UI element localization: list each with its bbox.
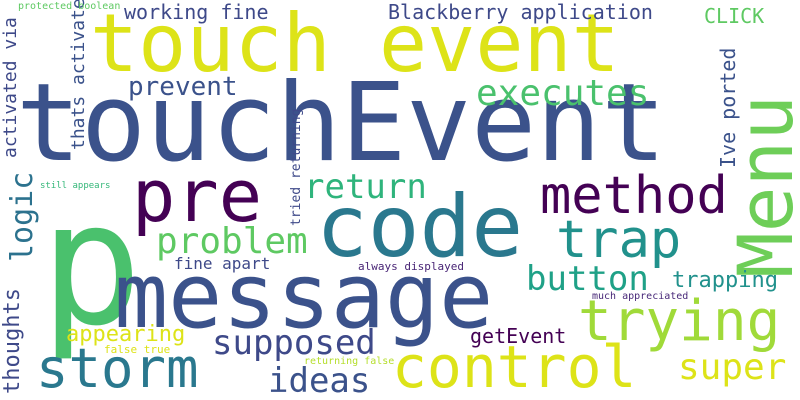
word-return: return bbox=[304, 167, 427, 207]
word-ive-ported: Ive ported bbox=[716, 47, 740, 168]
word-working-fine: working fine bbox=[124, 0, 269, 24]
word-thoughts: thoughts bbox=[0, 288, 25, 394]
word-thats-activated: thats activated bbox=[68, 0, 89, 150]
word-touchevent: touchEvent bbox=[16, 61, 667, 186]
word-code: code bbox=[316, 177, 524, 277]
word-false-true: false true bbox=[104, 343, 171, 356]
word-trapping: trapping bbox=[672, 268, 778, 293]
word-message: message bbox=[114, 244, 494, 349]
word-method: method bbox=[540, 166, 728, 226]
word-executes: executes bbox=[476, 73, 650, 114]
word-always-displayed: always displayed bbox=[358, 260, 464, 273]
word-prevent: prevent bbox=[128, 72, 238, 102]
word-blackberry-application: Blackberry application bbox=[388, 0, 653, 24]
word-supposed: supposed bbox=[212, 323, 376, 363]
word-activated-via: activated via bbox=[0, 17, 21, 158]
word-tried-returning: tried returning bbox=[289, 108, 304, 226]
word-still-appears: still appears bbox=[40, 181, 111, 191]
word-logic: logic bbox=[5, 171, 40, 262]
word-fine-apart: fine apart bbox=[174, 254, 271, 273]
word-control: control bbox=[392, 333, 637, 400]
word-protected-boolean: protected boolean bbox=[18, 1, 121, 12]
word-pre: pre bbox=[132, 154, 263, 238]
word-problem: problem bbox=[156, 221, 308, 262]
word-getevent: getEvent bbox=[470, 324, 567, 348]
word-ideas: ideas bbox=[268, 361, 371, 400]
word-click: CLICK bbox=[704, 4, 765, 28]
word-trap: trap bbox=[556, 210, 682, 270]
word-button: button bbox=[526, 259, 649, 299]
word-trying: trying bbox=[578, 289, 781, 354]
word-super: super bbox=[678, 347, 787, 388]
word-p: p bbox=[40, 166, 143, 364]
word-appearing: appearing bbox=[66, 322, 186, 347]
word-much-appreciated: much appreciated bbox=[592, 291, 689, 302]
word-storm: storm bbox=[36, 337, 199, 400]
word-touch-event: touch event bbox=[90, 0, 620, 90]
word-returning-false: returning false bbox=[304, 356, 395, 367]
